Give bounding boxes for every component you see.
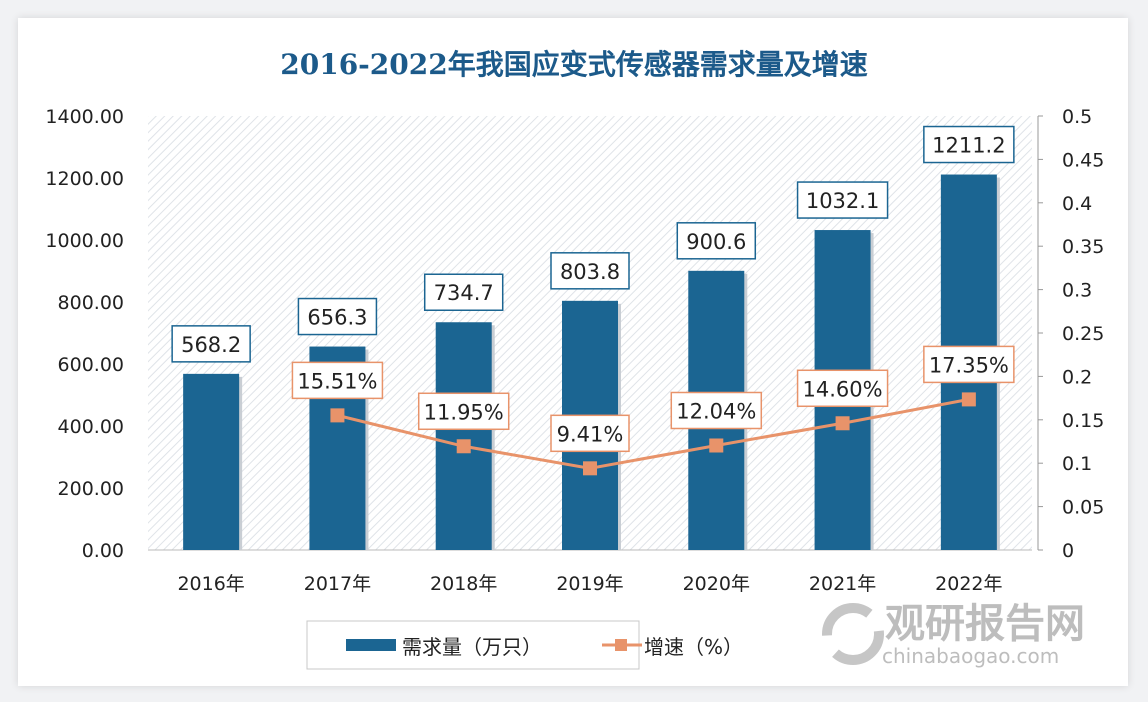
y-left-tick-label: 200.00 [58, 478, 124, 500]
y-left-tick-label: 1200.00 [45, 168, 124, 190]
y-right-tick-label: 0 [1062, 540, 1074, 562]
bar-data-label-box [423, 273, 504, 311]
y-left-tick-label: 400.00 [58, 416, 124, 438]
y-right-tick-label: 0.3 [1062, 280, 1092, 302]
legend: 需求量（万只） 增速（%） [306, 620, 743, 670]
bar-data-label: 803.8 [560, 260, 620, 284]
x-tick-label: 2020年 [683, 573, 750, 595]
y-left-tick-label: 600.00 [58, 354, 124, 376]
growth-data-label: 11.95% [424, 400, 504, 424]
growth-data-label-box [670, 391, 763, 430]
bar-data-label-box [297, 297, 378, 336]
bar-data-label: 734.7 [434, 281, 494, 305]
growth-marker [330, 408, 345, 423]
watermark-name: 观研报告网 [885, 601, 1085, 647]
bar-data-label: 1211.2 [932, 134, 1005, 158]
bar-data-label-box [676, 222, 757, 260]
bar-data-label: 656.3 [307, 306, 367, 330]
legend-bar-swatch [346, 639, 396, 651]
x-tick-label: 2017年 [304, 573, 371, 595]
y-right-tick-label: 0.05 [1062, 497, 1104, 519]
chart-title: 2016-2022年我国应变式传感器需求量及增速 [280, 48, 867, 81]
legend-line-label: 增速（%） [644, 635, 743, 659]
bar-data-label: 1032.1 [806, 189, 879, 213]
y-right-tick-label: 0.45 [1062, 149, 1104, 171]
bar-data-label-box [923, 125, 1015, 164]
bar-2016年 [183, 373, 240, 550]
y-right-tick-label: 0.35 [1062, 236, 1104, 258]
bar-2018年 [435, 322, 492, 550]
x-tick-label: 2016年 [177, 573, 244, 595]
bar-data-label-box [171, 325, 251, 363]
y-left-tick-label: 1000.00 [45, 230, 124, 252]
y-right-tick-label: 0.15 [1062, 410, 1104, 432]
bar-data-label: 900.6 [686, 230, 746, 254]
growth-marker [456, 439, 471, 454]
y-right-tick-label: 0.25 [1062, 323, 1104, 345]
y-right-tick-label: 0.5 [1062, 106, 1092, 128]
x-tick-label: 2022年 [935, 573, 1002, 595]
legend-bar-label: 需求量（万只） [402, 635, 542, 659]
growth-data-label-box [796, 369, 889, 408]
growth-marker [709, 438, 724, 453]
growth-data-label-box [291, 361, 384, 400]
growth-data-label: 12.04% [676, 399, 756, 423]
growth-line [337, 397, 970, 470]
y-right-tick-label: 0.1 [1062, 453, 1092, 475]
y-left-tick-label: 800.00 [58, 292, 124, 314]
growth-data-label: 15.51% [297, 369, 377, 393]
x-tick-label: 2019年 [556, 573, 623, 595]
y-right-tick-label: 0.4 [1062, 193, 1092, 215]
x-tick-label: 2021年 [809, 573, 876, 595]
growth-data-label: 17.35% [929, 353, 1009, 377]
bar-data-label-box [796, 181, 889, 219]
growth-data-label-box [417, 392, 510, 431]
watermark: 观研报告网 chinabaogao.com [822, 601, 1085, 668]
growth-marker [583, 461, 597, 476]
y-left-tick-label: 0.00 [82, 540, 124, 562]
bar-data-label: 568.2 [181, 333, 241, 357]
growth-data-label-box [550, 414, 630, 453]
growth-data-label-box [923, 345, 1015, 384]
x-tick-label: 2018年 [430, 573, 497, 595]
growth-marker [961, 392, 976, 407]
bar-data-label-box [550, 252, 630, 290]
growth-data-label: 14.60% [803, 377, 883, 401]
legend-line-marker [615, 639, 627, 651]
growth-marker [835, 416, 850, 431]
growth-data-label: 9.41% [557, 422, 624, 446]
y-left-tick-label: 1400.00 [45, 106, 124, 128]
watermark-url: chinabaogao.com [882, 644, 1059, 668]
y-right-tick-label: 0.2 [1062, 366, 1092, 388]
